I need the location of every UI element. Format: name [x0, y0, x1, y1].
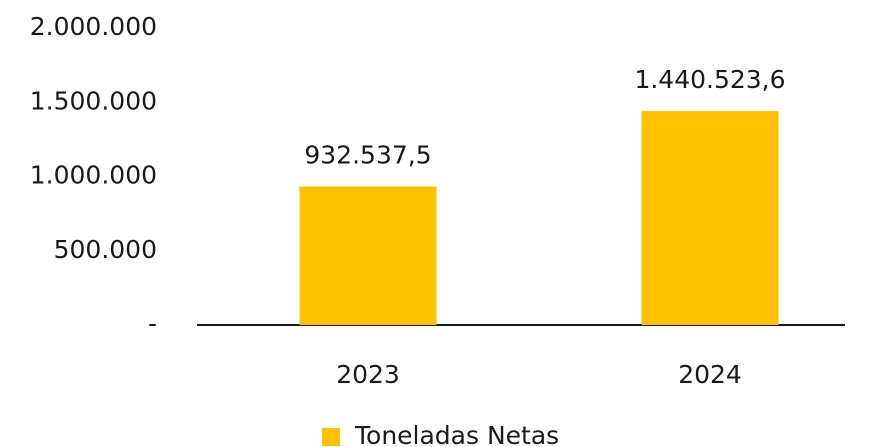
y-tick-label: 1.500.000 — [30, 86, 157, 115]
legend-label: Toneladas Netas — [354, 421, 559, 447]
x-tick-label: 2024 — [678, 360, 742, 389]
y-tick-label: 2.000.000 — [30, 12, 157, 41]
x-tick-label: 2023 — [336, 360, 400, 389]
bar — [641, 111, 779, 325]
value-label: 932.537,5 — [304, 141, 431, 170]
legend-swatch — [322, 428, 340, 446]
value-label: 1.440.523,6 — [634, 65, 785, 94]
bar — [299, 186, 437, 325]
y-tick-label: 500.000 — [54, 235, 157, 264]
y-tick-label: 1.000.000 — [30, 161, 157, 190]
y-tick-label: - — [148, 309, 157, 338]
